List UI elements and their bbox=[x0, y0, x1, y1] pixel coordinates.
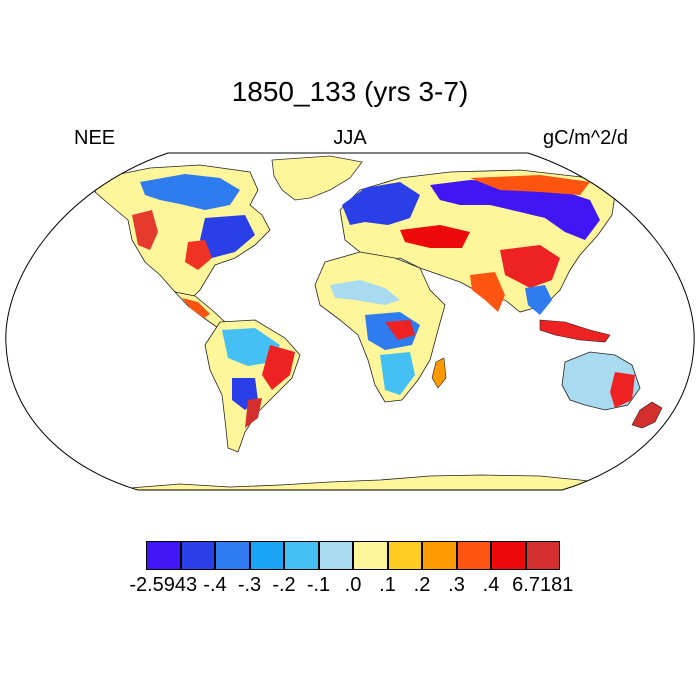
land-siberia-red bbox=[470, 175, 590, 195]
land-north-america-east-red bbox=[185, 240, 212, 270]
colorbar-label: -.4 bbox=[203, 574, 227, 596]
land-india-red bbox=[470, 272, 505, 312]
colorbar-label: .1 bbox=[379, 574, 396, 596]
land-antarctica bbox=[59, 474, 641, 490]
map-land-layer bbox=[59, 155, 663, 490]
colorbar-label: .4 bbox=[482, 574, 500, 596]
land-china-red bbox=[500, 245, 560, 288]
land-new-zealand bbox=[631, 401, 663, 429]
land-caucasus-red bbox=[400, 225, 470, 248]
colorbar-swatch bbox=[284, 541, 319, 570]
colorbar-swatch bbox=[491, 541, 526, 570]
colorbar-label: -.2 bbox=[272, 574, 296, 596]
land-south-america-red-south bbox=[245, 398, 262, 428]
colorbar-swatch bbox=[422, 541, 457, 570]
land-africa-south-blue bbox=[380, 352, 415, 395]
colorbar-label: .0 bbox=[344, 574, 362, 596]
colorbar-label: -2.5943 bbox=[129, 574, 198, 596]
land-indonesia bbox=[539, 319, 611, 343]
colorbar-swatch bbox=[318, 541, 353, 570]
land-madagascar bbox=[431, 357, 447, 389]
colorbar-swatch bbox=[249, 541, 284, 570]
colorbar-swatch bbox=[525, 541, 560, 570]
map-frame bbox=[5, 152, 695, 491]
colorbar-swatch bbox=[180, 541, 215, 570]
map-title: 1850_133 (yrs 3-7) bbox=[231, 76, 469, 107]
land-europe-blue bbox=[342, 182, 420, 225]
land-north-america-canada-blue bbox=[140, 174, 240, 210]
units-label: gC/m^2/d bbox=[543, 127, 628, 149]
colorbar-label: -.1 bbox=[306, 574, 331, 596]
colorbar-swatch bbox=[215, 541, 250, 570]
colorbar-swatch bbox=[146, 541, 181, 570]
land-africa-sahel-blue bbox=[330, 280, 400, 305]
land-se-asia-blue bbox=[525, 285, 552, 315]
colorbar-label: .2 bbox=[413, 574, 431, 596]
land-north-america-west-red bbox=[132, 210, 158, 250]
land-siberia-blue bbox=[430, 180, 600, 240]
land-greenland bbox=[271, 155, 363, 201]
colorbar-swatch bbox=[456, 541, 491, 570]
season-label: JJA bbox=[333, 127, 367, 149]
land-north-america-east-blue bbox=[200, 215, 255, 258]
colorbar-label: -.3 bbox=[237, 574, 262, 596]
land-south-america-amazon bbox=[222, 328, 280, 366]
colorbar-label: 6.7181 bbox=[512, 574, 574, 596]
colorbar-label: .3 bbox=[448, 574, 465, 596]
variable-label: NEE bbox=[74, 127, 116, 149]
land-south-america-red-east bbox=[262, 345, 295, 390]
land-australia-east-red bbox=[610, 372, 635, 408]
land-africa-red bbox=[385, 320, 415, 340]
colorbar-swatch bbox=[353, 541, 388, 570]
colorbar-swatch bbox=[387, 541, 422, 570]
land-central-america-colors bbox=[182, 298, 210, 318]
